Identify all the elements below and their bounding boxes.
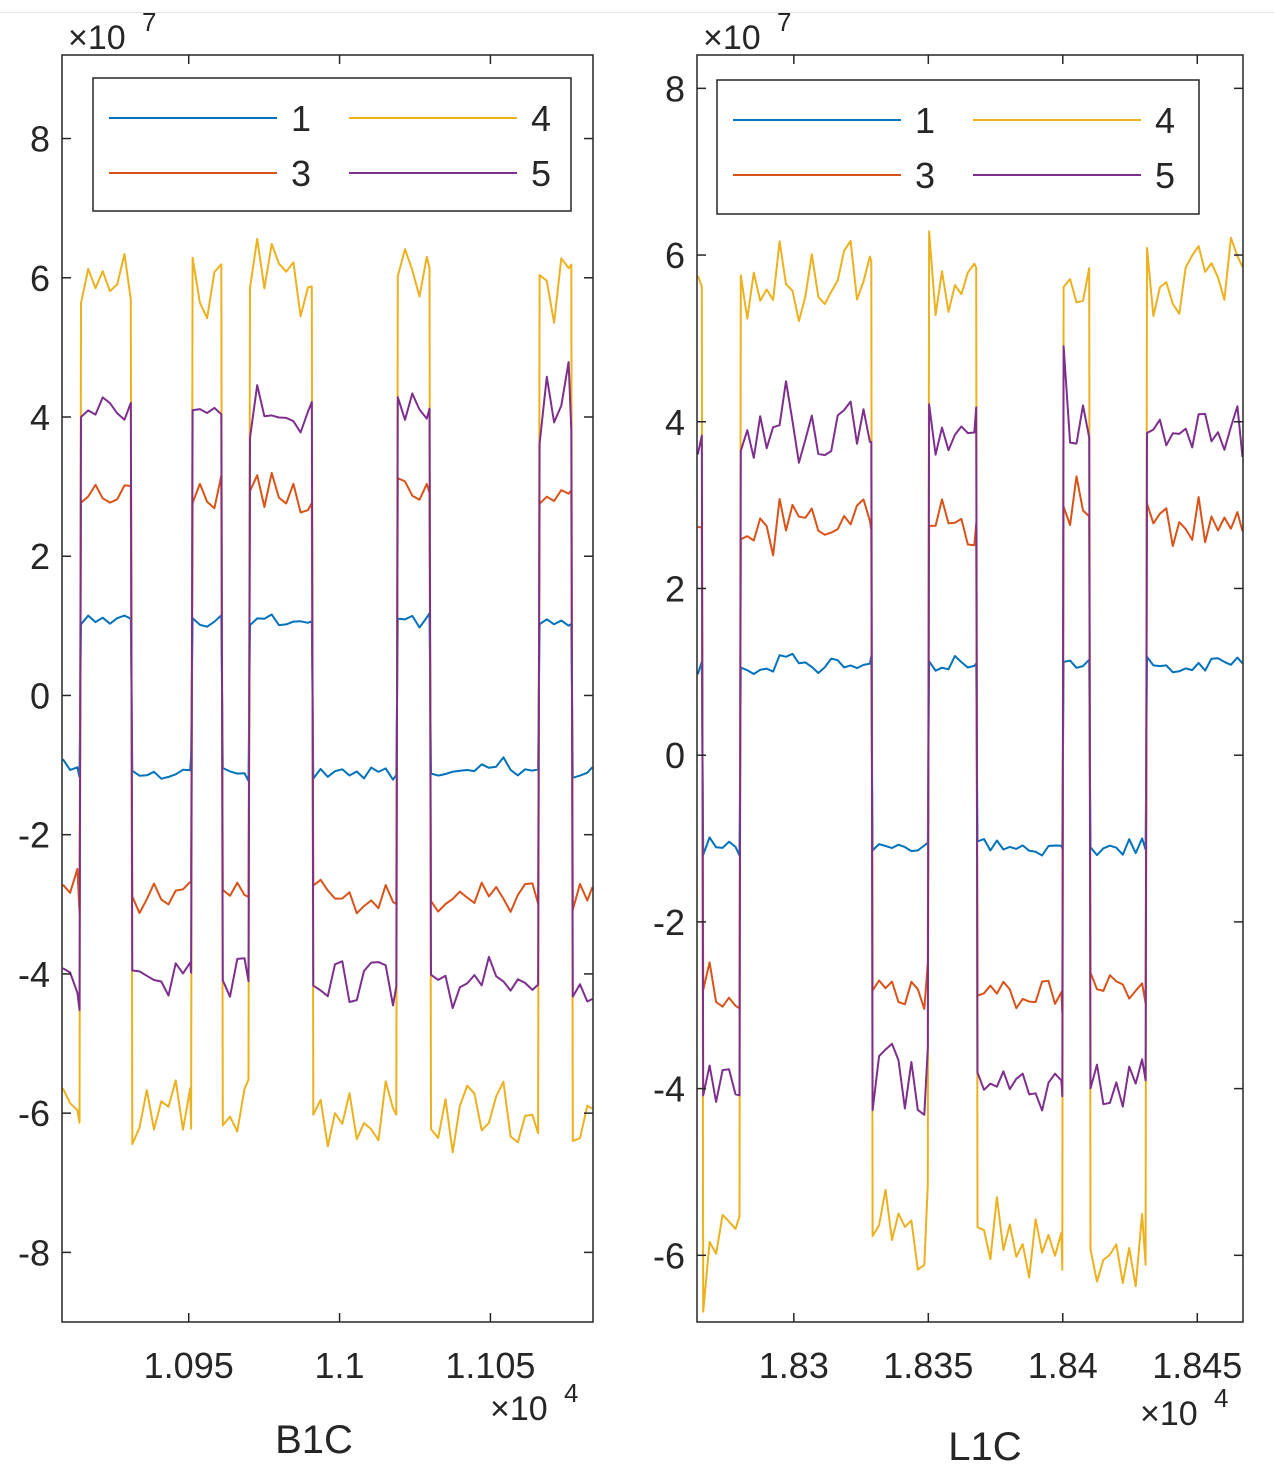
x-tick-label: 1.84 xyxy=(1028,1345,1098,1386)
series-line-1 xyxy=(697,652,1243,857)
x-exponent-power: 4 xyxy=(1214,1383,1228,1413)
x-tick-label: 1.095 xyxy=(144,1345,234,1386)
x-tick-label: 1.1 xyxy=(315,1345,365,1386)
x-tick-label: 1.105 xyxy=(445,1345,535,1386)
x-tick-label: 1.845 xyxy=(1152,1345,1242,1386)
y-tick-label: 6 xyxy=(665,235,685,276)
legend-box xyxy=(92,77,572,212)
y-tick-label: -4 xyxy=(18,954,50,995)
y-tick-label: 4 xyxy=(665,402,685,443)
chart-panel-2: -6 -4 -2 0 2 4 6 8 1.83 1.835 1.84 1.845 ×10 7 ×10 4 L1C… xyxy=(653,7,1244,1469)
series-line-5 xyxy=(697,345,1243,1116)
legend-label-3: 3 xyxy=(915,155,935,196)
legend-box xyxy=(716,79,1200,215)
y-tick-label: -4 xyxy=(653,1069,685,1110)
legend-label-3: 3 xyxy=(291,153,311,194)
chart-panel-1: -8 -6 -4 -2 0 2 4 6 8 1.095 1.1 1.105 ×10 7 ×10 4 B1C 1 3 4… xyxy=(18,7,594,1462)
x-axis-title: B1C xyxy=(275,1418,353,1462)
series-group xyxy=(62,237,593,1154)
legend-label-5: 5 xyxy=(1155,155,1175,196)
y-exponent-label: ×10 xyxy=(703,19,761,57)
axes-box xyxy=(61,54,594,1323)
series-line-4 xyxy=(62,237,593,1154)
y-tick-label: -6 xyxy=(18,1093,50,1134)
y-tick-label: 6 xyxy=(30,258,50,299)
x-axis-title: L1C xyxy=(948,1425,1021,1469)
series-line-1 xyxy=(62,612,593,782)
x-exponent-power: 4 xyxy=(564,1378,578,1408)
y-exponent-power: 7 xyxy=(142,7,156,37)
y-tick-label: 2 xyxy=(30,536,50,577)
legend: 1 3 4 5 xyxy=(92,77,572,212)
y-exponent-power: 7 xyxy=(777,7,791,37)
y-tick-label: 0 xyxy=(665,735,685,776)
series-line-3 xyxy=(62,471,593,915)
legend-label-1: 1 xyxy=(915,100,935,141)
y-tick-label: -6 xyxy=(653,1235,685,1276)
y-tick-label: -2 xyxy=(18,815,50,856)
y-tick-label: 4 xyxy=(30,397,50,438)
y-tick-label: 8 xyxy=(30,119,50,160)
legend-label-1: 1 xyxy=(291,98,311,139)
y-tick-label: -8 xyxy=(18,1232,50,1273)
y-tick-label: 0 xyxy=(30,675,50,716)
x-exponent-label: ×10 xyxy=(490,1390,548,1428)
y-tick-label: 2 xyxy=(665,568,685,609)
series-line-4 xyxy=(697,230,1243,1313)
series-line-3 xyxy=(697,475,1243,1014)
y-exponent-label: ×10 xyxy=(68,19,126,57)
top-divider xyxy=(0,12,1274,13)
legend-label-4: 4 xyxy=(531,98,551,139)
legend: 1 3 4 5 xyxy=(716,79,1200,215)
x-exponent-label: ×10 xyxy=(1140,1395,1198,1433)
y-tick-label: -2 xyxy=(653,902,685,943)
legend-label-5: 5 xyxy=(531,153,551,194)
legend-label-4: 4 xyxy=(1155,100,1175,141)
y-tick-label: 8 xyxy=(665,68,685,109)
axes-box xyxy=(696,54,1244,1323)
x-tick-label: 1.83 xyxy=(759,1345,829,1386)
x-tick-label: 1.835 xyxy=(883,1345,973,1386)
series-group xyxy=(697,230,1243,1313)
series-line-5 xyxy=(62,361,593,1012)
